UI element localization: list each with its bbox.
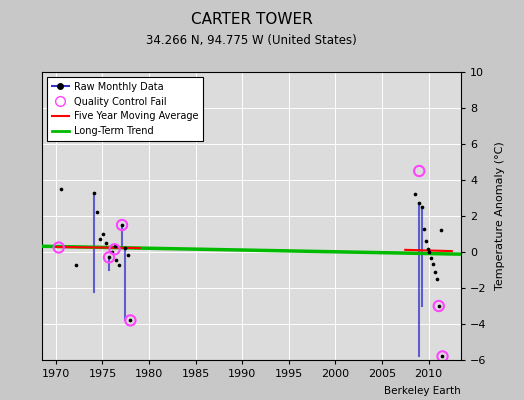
Point — [115, 262, 124, 268]
Point — [423, 246, 432, 252]
Point — [90, 189, 99, 196]
Point — [434, 303, 443, 309]
Point — [107, 249, 116, 255]
Point — [57, 186, 65, 192]
Legend: Raw Monthly Data, Quality Control Fail, Five Year Moving Average, Long-Term Tren: Raw Monthly Data, Quality Control Fail, … — [47, 77, 203, 141]
Point — [420, 225, 428, 232]
Point — [431, 269, 439, 275]
Point — [438, 353, 446, 360]
Point — [433, 276, 441, 282]
Point — [118, 222, 126, 228]
Point — [438, 353, 446, 360]
Point — [126, 317, 135, 324]
Point — [425, 249, 434, 255]
Point — [418, 204, 426, 210]
Point — [434, 303, 443, 309]
Point — [411, 191, 420, 198]
Point — [105, 254, 113, 261]
Point — [102, 240, 111, 246]
Y-axis label: Temperature Anomaly (°C): Temperature Anomaly (°C) — [495, 142, 505, 290]
Point — [54, 244, 63, 251]
Point — [124, 252, 132, 258]
Text: CARTER TOWER: CARTER TOWER — [191, 12, 312, 27]
Point — [93, 209, 101, 216]
Point — [126, 317, 135, 324]
Point — [72, 262, 81, 268]
Point — [118, 222, 126, 228]
Text: Berkeley Earth: Berkeley Earth — [385, 386, 461, 396]
Point — [99, 231, 107, 237]
Point — [429, 260, 438, 267]
Point — [415, 200, 423, 206]
Point — [415, 168, 423, 174]
Point — [427, 255, 435, 262]
Point — [121, 245, 129, 252]
Point — [105, 254, 113, 261]
Point — [111, 242, 119, 249]
Point — [111, 246, 119, 252]
Point — [112, 257, 121, 263]
Point — [421, 238, 430, 244]
Text: 34.266 N, 94.775 W (United States): 34.266 N, 94.775 W (United States) — [146, 34, 357, 47]
Point — [95, 236, 104, 242]
Point — [436, 227, 445, 234]
